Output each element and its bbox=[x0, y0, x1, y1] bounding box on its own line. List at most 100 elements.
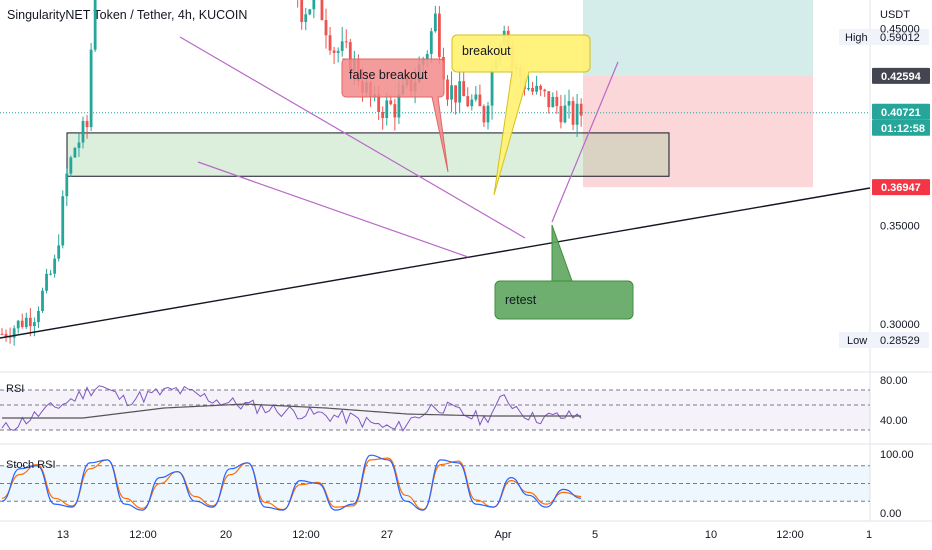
candle-body bbox=[0, 333, 4, 335]
time-tick-label: 5 bbox=[592, 529, 598, 541]
target-zone[interactable] bbox=[583, 0, 813, 76]
drawings[interactable] bbox=[0, 36, 871, 339]
price-badge[interactable] bbox=[872, 179, 930, 196]
candle-body bbox=[393, 104, 397, 118]
candle-body bbox=[41, 290, 44, 311]
candle-body bbox=[389, 100, 393, 105]
stoch-rsi-label: Stoch RSI bbox=[6, 459, 56, 471]
ascending-trendline[interactable] bbox=[0, 187, 871, 339]
stop-zone[interactable] bbox=[583, 75, 813, 188]
candle-body bbox=[547, 91, 551, 108]
candle-body bbox=[466, 96, 470, 107]
candle-body bbox=[77, 142, 81, 149]
candle-body bbox=[61, 196, 65, 246]
candle-body bbox=[336, 50, 340, 53]
candle-body bbox=[381, 111, 385, 118]
price-badge-label: 0.40721 bbox=[881, 107, 921, 119]
candle-body bbox=[16, 320, 20, 329]
candle-body bbox=[312, 0, 316, 10]
candle-body bbox=[304, 14, 308, 23]
candle-body bbox=[458, 81, 462, 103]
candle-body bbox=[81, 121, 85, 143]
candle-body bbox=[24, 317, 28, 328]
wedge-lower-line[interactable] bbox=[197, 161, 469, 258]
candle-body bbox=[344, 41, 348, 43]
retest-callout[interactable] bbox=[494, 224, 634, 320]
candle-body bbox=[567, 101, 571, 106]
support-zone[interactable] bbox=[66, 132, 670, 177]
breakout-label: breakout bbox=[462, 44, 511, 58]
stoch-tick-label: 0.00 bbox=[880, 508, 901, 520]
rsi-tick-label: 40.00 bbox=[880, 415, 908, 427]
time-axis[interactable]: 13 12:00 20 12:00 27 Apr 5 10 12:00 1 bbox=[57, 529, 872, 541]
candle-body bbox=[324, 20, 328, 36]
price-badge[interactable] bbox=[872, 119, 930, 136]
stoch-rsi-pane[interactable]: Stoch RSI bbox=[0, 454, 870, 511]
candle-body bbox=[300, 0, 304, 23]
candle-body bbox=[490, 69, 494, 106]
candle-body bbox=[20, 320, 24, 328]
high-value: 0.59012 bbox=[880, 32, 920, 44]
candle-body bbox=[579, 103, 583, 116]
rsi-label: RSI bbox=[6, 383, 24, 395]
time-tick-label: 12:00 bbox=[776, 529, 804, 541]
candle-body bbox=[385, 100, 389, 118]
rsi-pane[interactable]: RSI bbox=[0, 383, 870, 432]
candle-body bbox=[377, 94, 381, 112]
candle-body bbox=[45, 273, 48, 291]
candle-body bbox=[320, 0, 324, 21]
rsi-line bbox=[1, 385, 582, 432]
candle-body bbox=[454, 85, 457, 103]
price-tick-label: 0.30000 bbox=[880, 319, 920, 331]
time-tick-label: 12:00 bbox=[292, 529, 320, 541]
false-breakout-callout[interactable] bbox=[341, 58, 449, 173]
candle-body bbox=[433, 13, 437, 32]
candle-body bbox=[308, 9, 312, 15]
candle-body bbox=[85, 121, 89, 128]
candle-body bbox=[425, 54, 429, 60]
price-badge[interactable] bbox=[872, 103, 930, 120]
candle-body bbox=[429, 31, 433, 55]
breakout-callout[interactable] bbox=[451, 34, 591, 196]
retest-label: retest bbox=[505, 293, 537, 307]
price-tick-label: 0.45000 bbox=[880, 24, 920, 36]
false-breakout-label: false breakout bbox=[349, 68, 428, 82]
rsi-band bbox=[0, 390, 870, 430]
stoch-k-line bbox=[1, 454, 582, 511]
wedge-upper-line[interactable] bbox=[179, 36, 526, 239]
candle-body bbox=[89, 49, 93, 128]
rsi-ma-line bbox=[2, 403, 582, 419]
low-value: 0.28529 bbox=[880, 335, 920, 347]
currency-label: USDT bbox=[880, 9, 910, 21]
candle-body bbox=[482, 106, 486, 123]
projection-line[interactable] bbox=[551, 61, 619, 223]
candle-body bbox=[57, 245, 61, 259]
candle-body bbox=[4, 334, 8, 337]
candle-body bbox=[462, 81, 466, 97]
candle-body bbox=[328, 35, 332, 51]
candle-body bbox=[28, 317, 32, 327]
low-label: Low bbox=[847, 335, 867, 347]
candle-body bbox=[69, 157, 73, 174]
callouts[interactable]: false breakout breakout retest bbox=[341, 34, 634, 320]
rsi-tick-label: 80.00 bbox=[880, 375, 908, 387]
low-box bbox=[839, 332, 929, 348]
price-badge[interactable] bbox=[872, 67, 930, 84]
candle-body bbox=[8, 336, 12, 338]
price-axis[interactable]: USDTHigh0.59012Low0.285290.550000.500000… bbox=[839, 0, 930, 520]
candle-body bbox=[33, 322, 36, 327]
candle-body bbox=[535, 85, 538, 92]
candle-body bbox=[470, 99, 474, 107]
time-tick-label: 12:00 bbox=[129, 529, 157, 541]
stoch-tick-label: 100.00 bbox=[880, 449, 914, 461]
price-badge-label: 0.42594 bbox=[881, 71, 922, 83]
candle-body bbox=[332, 50, 336, 53]
chart-title: SingularityNET Token / Tether, 4h, KUCOI… bbox=[7, 8, 248, 22]
price-tick-label: 0.35000 bbox=[880, 221, 920, 233]
candle-body bbox=[12, 328, 16, 338]
candle-body bbox=[93, 0, 97, 50]
candle-body bbox=[551, 96, 555, 108]
candle-body bbox=[65, 173, 69, 197]
position-zones[interactable] bbox=[66, 0, 813, 188]
